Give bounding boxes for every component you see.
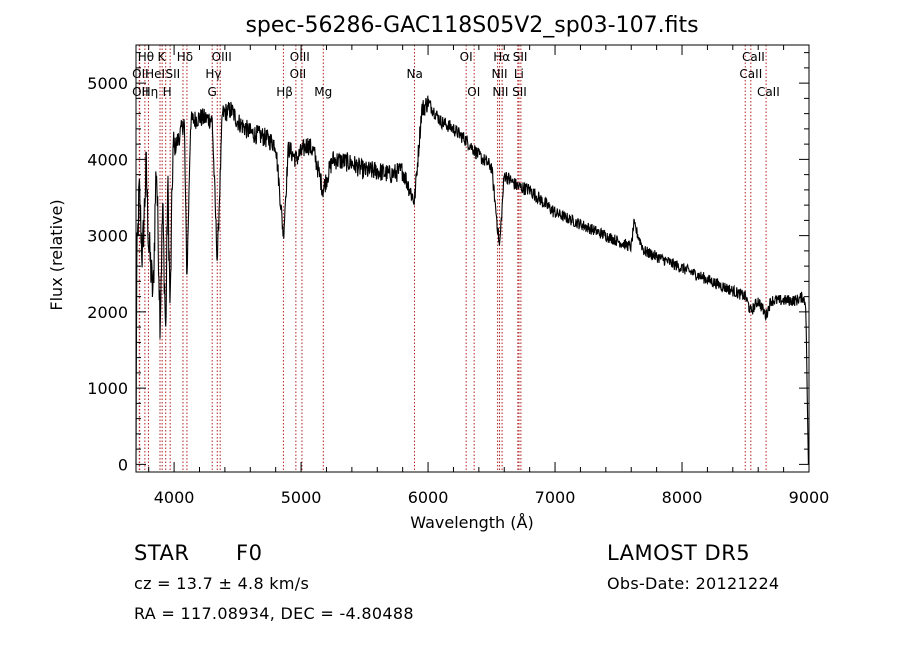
y-tick-label: 2000: [87, 303, 128, 322]
survey-name: LAMOST DR5: [607, 541, 751, 565]
line-label: OIII: [290, 50, 310, 64]
y-tick-label: 3000: [87, 227, 128, 246]
y-tick-label: 4000: [87, 150, 128, 169]
reference-lines: [138, 45, 767, 472]
line-label: Hα: [493, 50, 510, 64]
object-class: STAR: [134, 541, 190, 565]
line-label: SII: [513, 50, 528, 64]
line-label: NII: [492, 85, 508, 99]
line-label: Mg: [314, 85, 332, 99]
coordinates: RA = 117.08934, DEC = -4.80488: [134, 604, 414, 623]
x-tick-label: 7000: [535, 488, 576, 507]
redshift-readout: cz = 13.7 ± 4.8 km/s: [134, 574, 310, 593]
line-label: OI: [460, 50, 473, 64]
line-label: Hθ: [138, 50, 154, 64]
plot-frame: [135, 44, 810, 473]
x-tick-label: 9000: [789, 488, 830, 507]
line-label: Li: [514, 67, 524, 81]
line-label: G: [208, 85, 217, 99]
line-label: Na: [407, 67, 423, 81]
line-label: NII: [492, 67, 508, 81]
x-tick-label: 6000: [408, 488, 449, 507]
line-label: SII: [512, 85, 527, 99]
x-tick-label: 8000: [662, 488, 703, 507]
line-label: SII: [165, 67, 180, 81]
line-label: K: [157, 50, 166, 64]
line-label: OII: [290, 67, 307, 81]
obs-date: Obs-Date: 20121224: [607, 574, 780, 593]
x-tick-label: 5000: [281, 488, 322, 507]
line-label: Hδ: [177, 50, 193, 64]
line-label: CaII: [739, 67, 762, 81]
spectrum-line: [135, 95, 809, 465]
line-label: Hβ: [276, 85, 293, 99]
line-label: Hγ: [205, 67, 221, 81]
chart-title: spec-56286-GAC118S05V2_sp03-107.fits: [245, 13, 698, 38]
line-label: CaII: [757, 85, 780, 99]
line-label: HeI: [145, 67, 165, 81]
y-tick-label: 1000: [87, 379, 128, 398]
line-label: H: [163, 85, 172, 99]
y-tick-label: 0: [118, 455, 128, 474]
spectral-subclass: F0: [236, 541, 263, 565]
spectrum-series: [135, 95, 809, 465]
line-label: OI: [467, 85, 480, 99]
line-label: CaII: [742, 50, 765, 64]
axes: 4000 5000 6000 7000 8000 9000 0 1000 2000 3000 400…: [87, 45, 829, 507]
x-tick-label: 4000: [154, 488, 195, 507]
line-label: Hη: [142, 85, 159, 99]
y-axis-label: Flux (relative): [47, 199, 66, 310]
line-label: OIII: [212, 50, 232, 64]
x-axis-label: Wavelength (Å): [410, 513, 533, 532]
y-tick-label: 5000: [87, 74, 128, 93]
